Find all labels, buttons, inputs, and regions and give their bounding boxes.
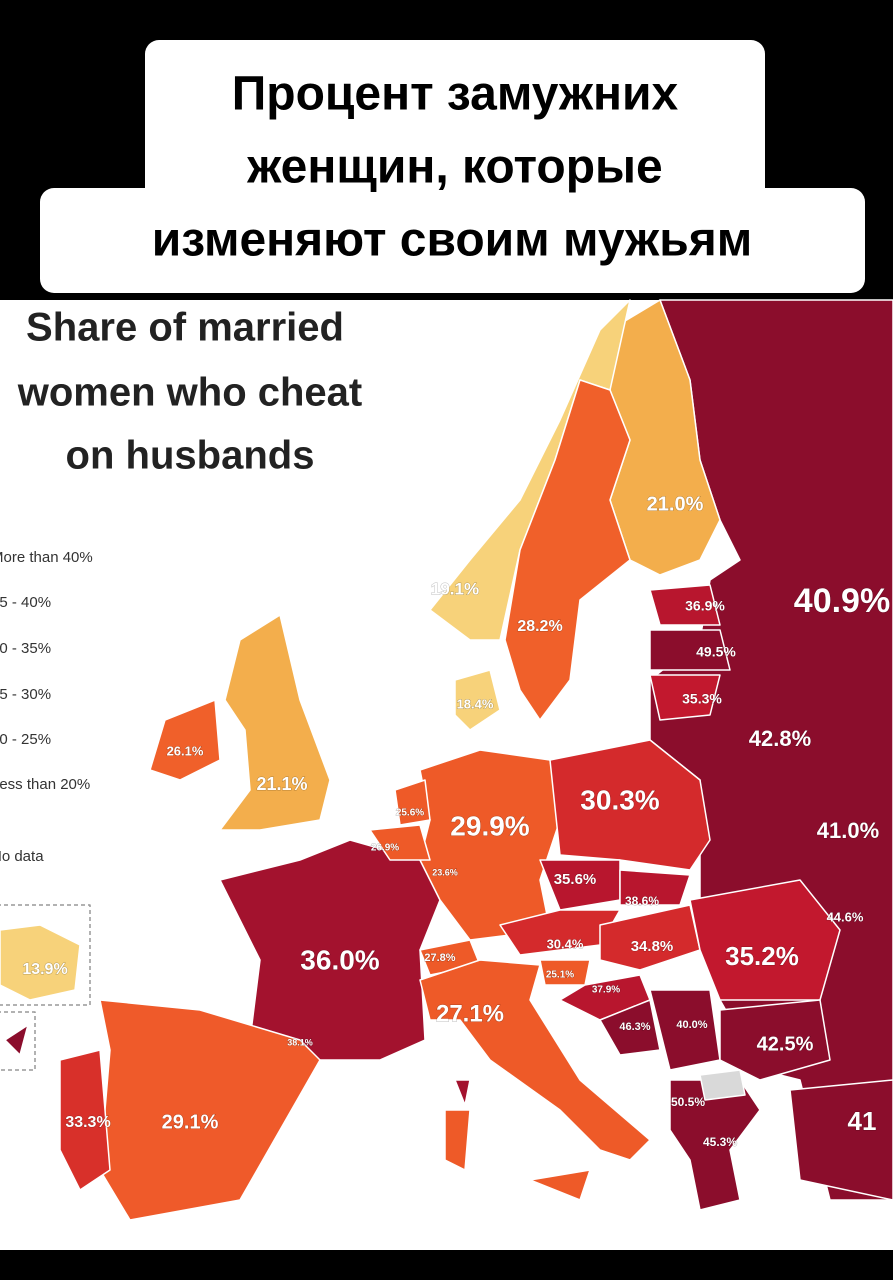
country-label: 46.3% [619, 1021, 650, 1033]
poland [549, 739, 711, 871]
country-label: 38.1% [287, 1037, 313, 1047]
greece [669, 1079, 761, 1211]
country-label: 42.5% [757, 1033, 814, 1055]
country-label: 36.9% [685, 598, 725, 614]
country-label: 29.1% [162, 1111, 219, 1133]
country-label: 49.5% [696, 644, 736, 660]
country-label: 40.0% [676, 1019, 707, 1031]
country-label: 38.6% [625, 894, 659, 908]
country-label: 27.1% [436, 1000, 504, 1027]
country-label: 29.9% [450, 810, 529, 841]
legend-label: Less than 20% [0, 776, 90, 793]
sardinia [444, 1109, 471, 1171]
country-label: 23.6% [432, 867, 458, 877]
country-label: 45.3% [703, 1135, 737, 1149]
country-label: 37.9% [592, 985, 620, 996]
hungary [599, 904, 701, 971]
country-label: 26.1% [167, 743, 204, 758]
sweden [504, 379, 631, 721]
country-label: 35.3% [682, 691, 722, 707]
legend-label: 30 - 35% [0, 640, 51, 657]
map [0, 299, 893, 1221]
serbia [649, 989, 721, 1071]
map-title-line: women who cheat [17, 371, 363, 415]
bulgaria [719, 999, 831, 1081]
map-title: Share of married women who cheat on husb… [17, 306, 363, 478]
corsica [454, 1079, 471, 1106]
country-label: 41.0% [817, 818, 879, 843]
bosnia [599, 999, 661, 1056]
legend-label: 20 - 25% [0, 731, 51, 748]
header: Процент замужних женщин, которые изменяю… [40, 40, 865, 293]
country-label: 25.1% [546, 970, 574, 981]
map-labels: 21.0% 19.1% 28.2% 40.9% 36.9% 49.5% 35.3% 42.8%… [22, 493, 891, 1150]
header-box [40, 188, 865, 293]
country-label: 30.3% [580, 784, 659, 815]
malta-inset [0, 1011, 36, 1071]
country-label: 21.0% [647, 493, 704, 515]
legend-label: No data [0, 848, 44, 865]
legend-label: 35 - 40% [0, 594, 51, 611]
country-label: 18.4% [457, 696, 494, 711]
country-label: 13.9% [22, 961, 67, 978]
country-label: 26.9% [371, 843, 399, 854]
country-label: 42.8% [749, 726, 811, 751]
iceland [0, 924, 81, 1001]
country-label: 25.6% [396, 808, 424, 819]
country-label: 35.6% [554, 871, 597, 888]
malta [4, 1024, 29, 1056]
sicily [529, 1169, 591, 1201]
country-label: 21.1% [256, 774, 307, 794]
ireland [149, 699, 221, 781]
bottom-band [0, 1250, 893, 1280]
country-label: 30.4% [547, 936, 584, 951]
italy [419, 959, 651, 1161]
header-box [145, 40, 765, 210]
country-label: 34.8% [631, 938, 674, 955]
header-title: Процент замужних [232, 68, 679, 121]
legend-label: 25 - 30% [0, 686, 51, 703]
portugal [59, 1049, 111, 1191]
header-title: женщин, которые [246, 141, 662, 194]
uk [219, 614, 331, 831]
country-label: 44.6% [827, 909, 864, 924]
belgium [369, 824, 431, 861]
legend-label: More than 40% [0, 549, 93, 566]
latvia [649, 629, 731, 671]
turkey [789, 1079, 893, 1201]
header-title: изменяют своим мужьям [152, 214, 752, 267]
country-label: 50.5% [671, 1095, 705, 1109]
map-title-line: Share of married [26, 306, 344, 350]
lithuania [649, 674, 721, 721]
no-data-country [699, 1069, 746, 1101]
iceland-inset [0, 904, 91, 1006]
map-title-line: on husbands [66, 434, 315, 478]
country-label: 35.2% [725, 941, 799, 971]
country-label: 28.2% [517, 618, 562, 635]
country-label: 33.3% [65, 1114, 110, 1131]
country-label: 41 [848, 1106, 877, 1136]
netherlands [394, 779, 431, 826]
country-label: 36.0% [300, 944, 379, 975]
estonia [649, 584, 721, 626]
slovakia [619, 869, 691, 906]
legend: More than 40% 35 - 40% 30 - 35% 25 - 30% 20 … [0, 549, 93, 865]
country-label: 27.8% [424, 952, 455, 964]
country-label: 40.9% [794, 582, 890, 620]
denmark [454, 669, 501, 731]
country-label: 19.1% [431, 579, 479, 598]
